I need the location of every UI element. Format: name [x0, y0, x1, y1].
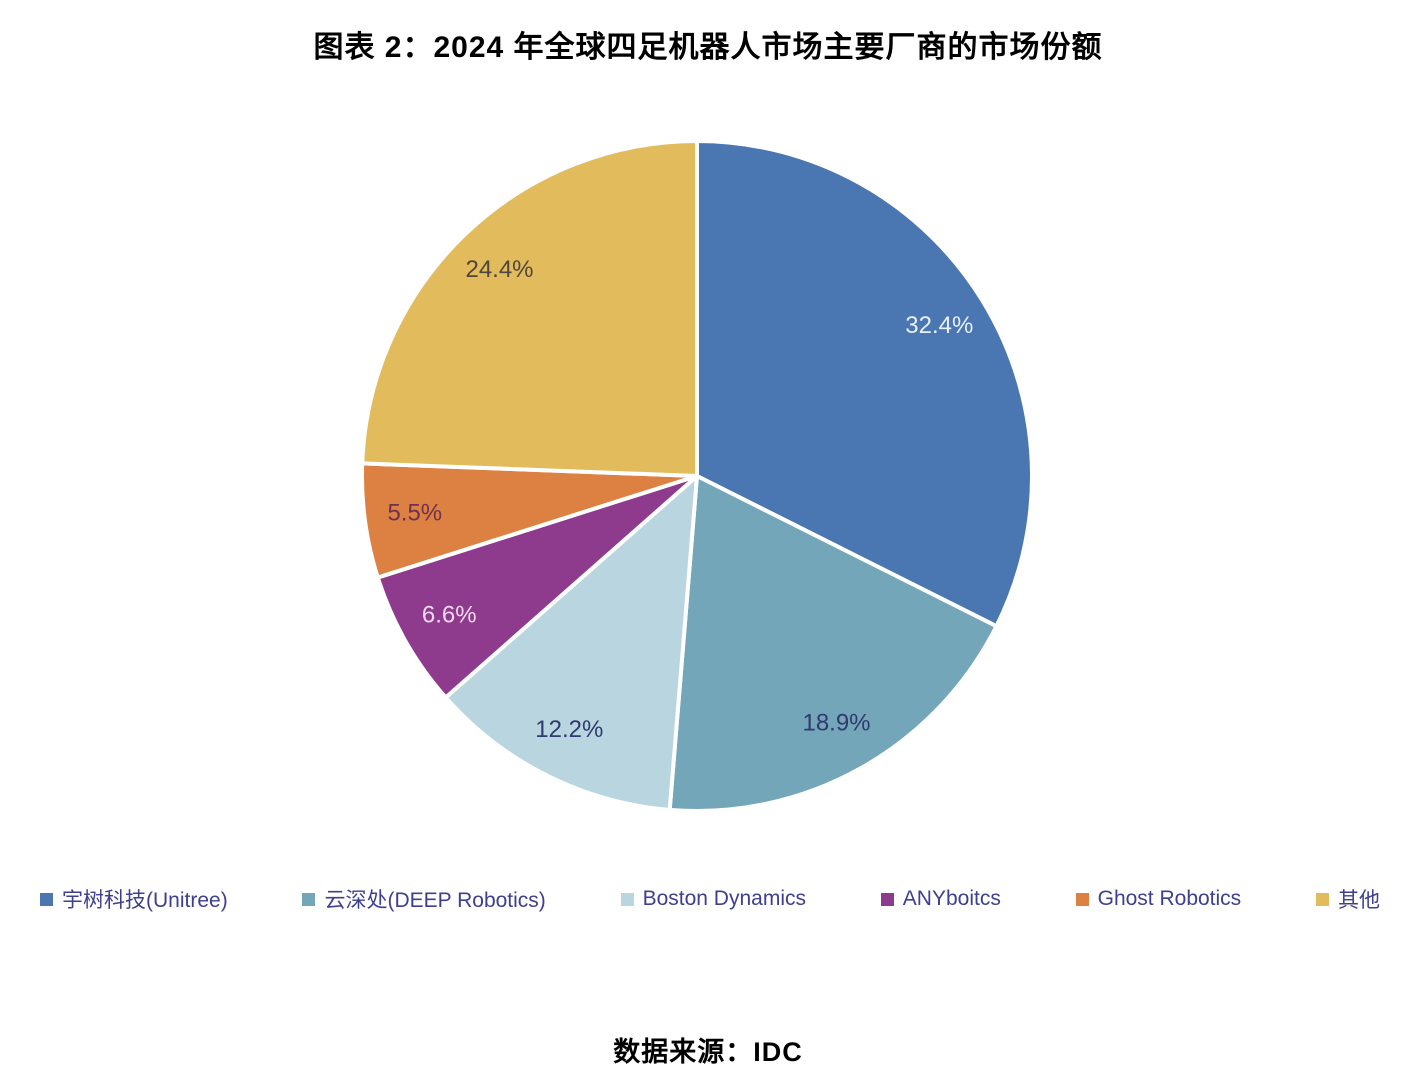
- legend-item-2: Boston Dynamics: [620, 887, 806, 911]
- legend-item-0: 宇树科技(Unitree): [40, 884, 228, 914]
- legend-swatch-icon: [1315, 892, 1329, 906]
- slice-data-label-5: 24.4%: [465, 256, 533, 283]
- slice-data-label-2: 12.2%: [535, 716, 603, 743]
- legend-swatch-icon: [880, 892, 894, 906]
- legend-label: 宇树科技(Unitree): [62, 889, 228, 912]
- pie-slice-3: [375, 474, 699, 700]
- slice-data-label-3: 6.6%: [422, 602, 477, 629]
- legend-label: Ghost Robotics: [1097, 887, 1242, 910]
- slice-data-label-4: 5.5%: [387, 500, 442, 527]
- pie-slice-2: [443, 474, 699, 812]
- legend-label: ANYboitcs: [902, 887, 1001, 910]
- pie-slice-0: [695, 139, 1034, 629]
- legend-swatch-icon: [40, 892, 53, 906]
- chart-title: 图表 2：2024 年全球四足机器人市场主要厂商的市场份额: [313, 31, 1103, 64]
- legend-swatch-icon: [1075, 892, 1089, 906]
- legend-label: Boston Dynamics: [642, 887, 806, 910]
- legend-item-1: 云深处(DEEP Robotics): [302, 884, 546, 914]
- pie-slice-1: [667, 474, 999, 813]
- legend-item-5: 其他: [1315, 884, 1380, 914]
- source-note: 数据来源：IDC: [613, 1037, 803, 1067]
- legend-label: 云深处(DEEP Robotics): [324, 889, 546, 912]
- slice-data-label-0: 32.4%: [905, 312, 973, 339]
- legend-label: 其他: [1337, 889, 1380, 912]
- pie-slice-5: [360, 139, 699, 478]
- slice-data-label-1: 18.9%: [802, 710, 870, 737]
- legend: 宇树科技(Unitree) 云深处(DEEP Robotics) Boston Dy…: [40, 884, 1380, 914]
- legend-item-3: ANYboitcs: [880, 887, 1001, 911]
- legend-item-4: Ghost Robotics: [1075, 887, 1242, 911]
- legend-swatch-icon: [620, 892, 634, 906]
- legend-swatch-icon: [302, 892, 316, 906]
